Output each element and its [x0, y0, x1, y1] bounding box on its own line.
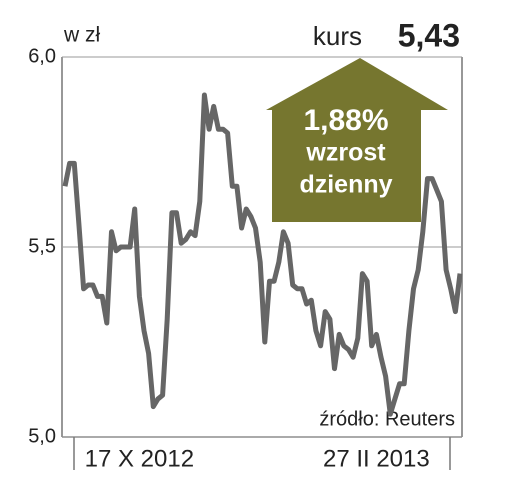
- y-tick-label: 6,0: [28, 45, 56, 67]
- price: 5,43: [398, 17, 460, 53]
- x-tick-label: 17 X 2012: [85, 445, 194, 472]
- unit-label: w zł: [63, 24, 101, 47]
- x-tick-label: 27 II 2013: [323, 445, 430, 472]
- y-tick-label: 5,5: [28, 235, 56, 257]
- y-tick-label: 5,0: [28, 425, 56, 447]
- chart-title: kurs: [313, 21, 362, 51]
- arrow: [266, 58, 448, 222]
- price-line: [62, 92, 463, 417]
- annotation-text: dzienny: [299, 171, 392, 199]
- annotation-text: 1,88%: [303, 104, 388, 137]
- annotation-text: wzrost: [305, 139, 386, 167]
- source: źródło: Reuters: [319, 408, 455, 430]
